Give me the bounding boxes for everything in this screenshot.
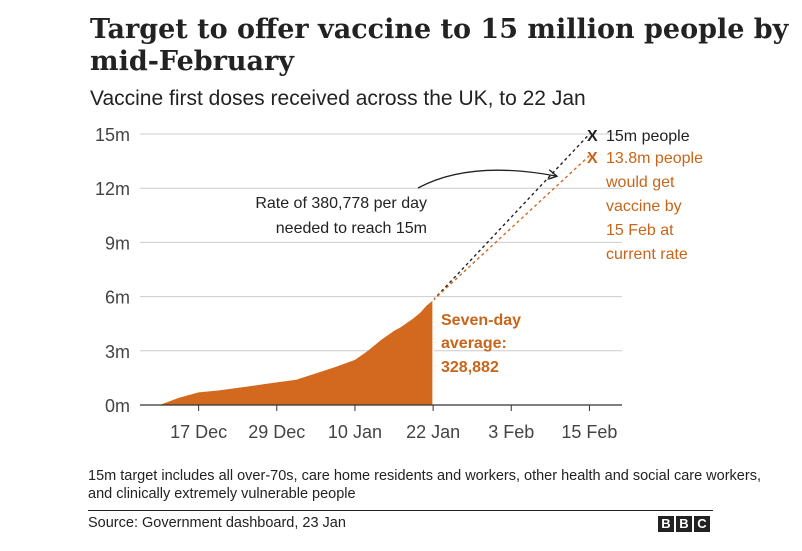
y-tick-label: 3m [105, 342, 130, 362]
annotation-projection: would get [605, 174, 675, 191]
source-text: Source: Government dashboard, 23 Jan [88, 515, 346, 531]
chart-title: Target to offer vaccine to 15 million pe… [90, 14, 789, 77]
y-tick-label: 15m [95, 125, 130, 145]
y-tick-label: 9m [105, 233, 130, 253]
bbc-logo-letter: C [694, 516, 710, 532]
annotation-seven-day-average: 328,882 [441, 359, 499, 376]
annotation-projection: vaccine by [606, 198, 682, 215]
x-tick-label: 17 Dec [170, 422, 227, 442]
x-tick-label: 29 Dec [248, 422, 305, 442]
annotation-target: 15m people [606, 128, 690, 145]
annotation-seven-day-average: average: [441, 335, 507, 352]
vaccine-chart: 0m 3m 6m 9m 12m 15m 17 Dec 29 Dec 10 Jan 22 Jan 3 … [95, 125, 703, 442]
projection-end-marker: X [587, 150, 598, 167]
y-tick-label: 6m [105, 288, 130, 308]
footnote: 15m target includes all over-70s, care h… [88, 468, 761, 502]
bbc-logo: B B C [658, 516, 710, 532]
y-tick-label: 0m [105, 396, 130, 416]
annotation-rate-needed: needed to reach 15m [276, 220, 427, 237]
annotation-arrow [417, 169, 556, 189]
target-end-marker: X [587, 128, 598, 145]
annotation-seven-day-average: Seven-day [441, 312, 521, 329]
annotation-projection: 13.8m people [606, 150, 703, 167]
x-tick-label: 10 Jan [328, 422, 382, 442]
bbc-logo-letter: B [658, 516, 674, 532]
line-series-target [432, 133, 590, 301]
x-tick-label: 15 Feb [561, 422, 617, 442]
y-tick-label: 12m [95, 179, 130, 199]
x-tick-label: 22 Jan [406, 422, 460, 442]
bbc-logo-letter: B [676, 516, 692, 532]
annotation-rate-needed: Rate of 380,778 per day [255, 195, 427, 212]
footer-divider [88, 510, 713, 511]
annotation-projection: current rate [606, 246, 688, 263]
x-tick-label: 3 Feb [488, 422, 534, 442]
chart-subtitle: Vaccine first doses received across the … [90, 87, 586, 110]
area-series-doses [159, 300, 434, 405]
annotation-projection: 15 Feb at [606, 222, 674, 239]
line-series-current-rate [432, 155, 590, 301]
